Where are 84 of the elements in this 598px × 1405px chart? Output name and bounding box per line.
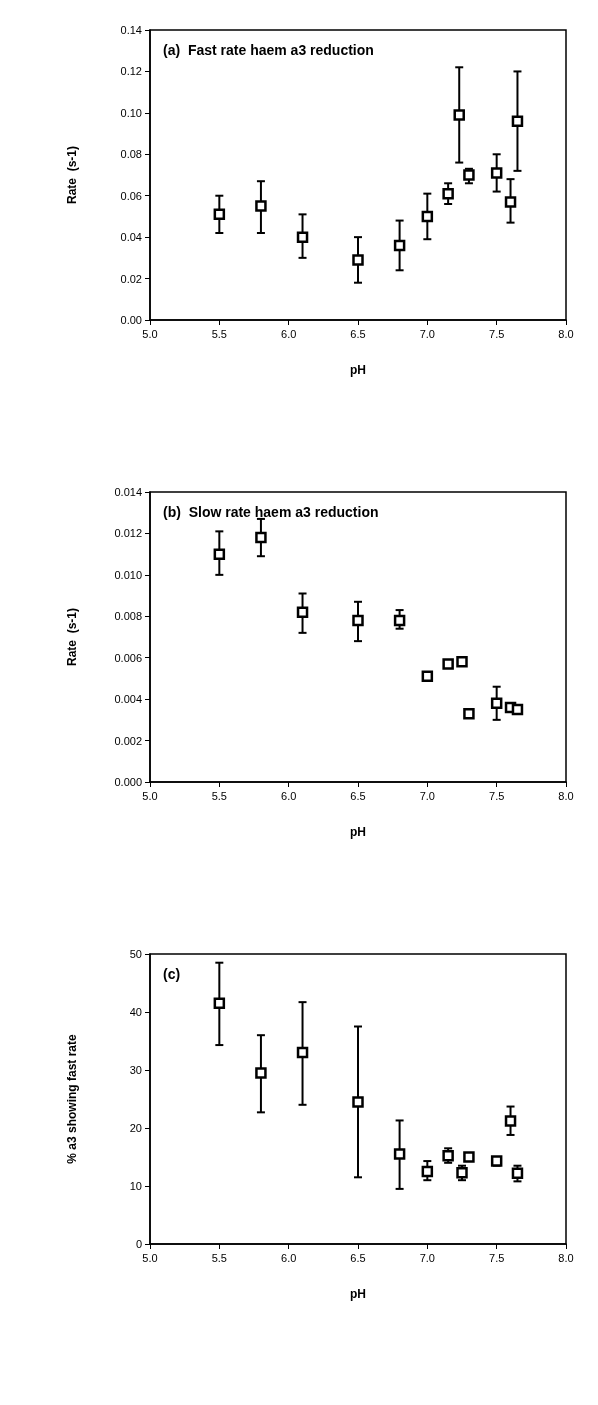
y-tick-label: 10	[129, 1180, 142, 1192]
text: (b) Slow rate haem a3 reduction	[163, 504, 379, 520]
text: (c)	[163, 966, 181, 982]
point	[352, 1096, 364, 1108]
y-tick-label: 0.010	[114, 568, 142, 581]
y-tick-label: 0.006	[114, 651, 142, 664]
point	[511, 703, 524, 716]
x-tick-label: 6.0	[281, 789, 297, 802]
y-tick-label: 0.06	[120, 189, 142, 202]
point	[442, 658, 454, 670]
point	[453, 109, 465, 121]
x-tick-label: 7.0	[419, 327, 435, 340]
point	[352, 614, 364, 627]
point	[463, 169, 475, 181]
y-tick-label: 0	[135, 1238, 142, 1250]
text: (a) Fast rate haem a3 reduction	[163, 42, 374, 58]
point	[504, 196, 517, 208]
point	[213, 208, 226, 221]
x-tick-label: 6.0	[281, 1251, 297, 1264]
y-tick-label: 50	[129, 948, 142, 960]
y-axis-title: % a3 showing fast rate	[65, 1033, 79, 1164]
point	[421, 1165, 434, 1178]
x-tick-label: 6.5	[350, 327, 366, 340]
point	[463, 1151, 475, 1163]
y-tick-label: 0.14	[120, 24, 142, 36]
x-tick-label: 7.5	[489, 327, 505, 340]
point	[296, 606, 309, 618]
y-tick-label: 40	[129, 1006, 142, 1018]
x-axis-title: pH	[350, 363, 366, 377]
x-tick-label: 5.5	[211, 327, 227, 340]
x-tick-label: 7.5	[489, 1251, 505, 1264]
y-tick-label: 0.08	[120, 148, 142, 161]
point	[255, 1067, 267, 1079]
x-tick-label: 8.0	[558, 327, 574, 340]
point	[213, 548, 226, 560]
y-tick-label: 0.04	[120, 231, 142, 244]
x-tick-label: 7.0	[419, 1251, 435, 1264]
x-tick-label: 5.0	[142, 789, 158, 802]
point	[456, 656, 468, 668]
x-tick-label: 5.5	[211, 1251, 227, 1264]
y-tick-label: 0.008	[114, 610, 142, 623]
point	[490, 1155, 503, 1167]
x-tick-label: 5.0	[142, 327, 158, 340]
point	[296, 231, 309, 243]
point	[490, 167, 503, 179]
point	[463, 707, 475, 720]
y-tick-label: 0.12	[120, 65, 142, 78]
y-axis-title: Rate (s-1)	[65, 607, 79, 667]
y-tick-label: 20	[129, 1122, 142, 1134]
x-axis-title: pH	[350, 825, 366, 839]
point	[393, 239, 406, 252]
y-axis-title: Rate (s-1)	[65, 145, 79, 205]
y-tick-label: 0.00	[120, 314, 142, 326]
x-tick-label: 7.0	[419, 789, 435, 802]
y-tick-label: 0.014	[114, 486, 142, 498]
x-tick-label: 6.0	[281, 327, 297, 340]
point	[442, 187, 454, 200]
point	[511, 115, 524, 127]
y-tick-label: 30	[129, 1064, 142, 1076]
x-axis-title: pH	[350, 1287, 366, 1301]
point	[296, 1046, 309, 1059]
y-tick-label: 0.02	[120, 272, 142, 285]
y-tick-label: 0.004	[114, 693, 142, 706]
y-tick-label: 0.012	[114, 527, 142, 540]
point	[421, 670, 434, 683]
point	[393, 1148, 406, 1160]
point	[255, 200, 267, 212]
point	[213, 997, 226, 1010]
point	[504, 1115, 517, 1127]
point	[421, 210, 434, 223]
x-tick-label: 7.5	[489, 789, 505, 802]
point	[352, 254, 364, 266]
point	[255, 531, 267, 544]
x-tick-label: 8.0	[558, 1251, 574, 1264]
point	[511, 1167, 524, 1179]
x-tick-label: 6.5	[350, 789, 366, 802]
x-tick-label: 5.0	[142, 1251, 158, 1264]
x-tick-label: 5.5	[211, 789, 227, 802]
y-tick-label: 0.002	[114, 734, 142, 747]
point	[490, 697, 503, 710]
x-tick-label: 6.5	[350, 1251, 366, 1264]
y-tick-label: 0.000	[114, 776, 142, 788]
y-tick-label: 0.10	[120, 106, 142, 119]
x-tick-label: 8.0	[558, 789, 574, 802]
